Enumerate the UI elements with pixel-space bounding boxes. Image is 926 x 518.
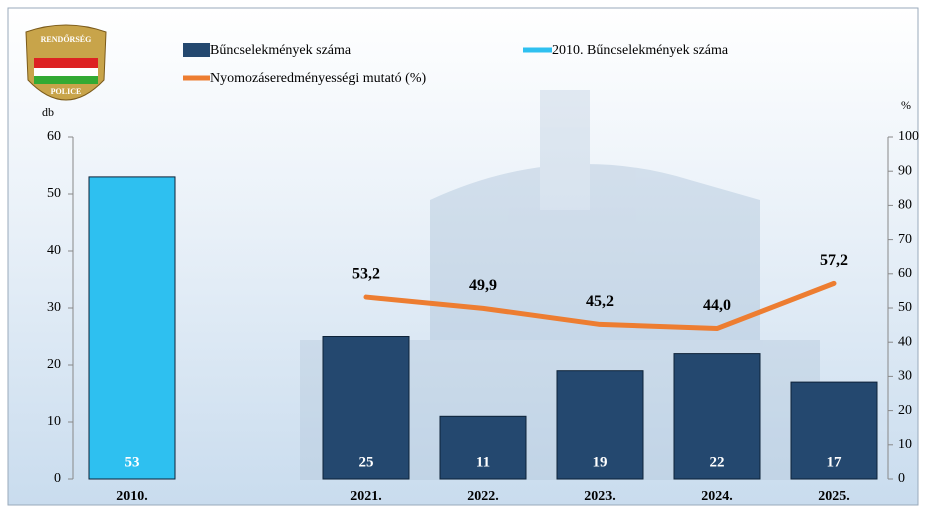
y-tick-label: 20	[47, 357, 61, 372]
x-tick-label: 2021.	[350, 489, 382, 504]
y-tick-label: 60	[47, 129, 61, 144]
bar-value-label: 19	[593, 454, 608, 470]
bar-value-label: 25	[359, 454, 374, 470]
y2-tick-label: 40	[898, 334, 912, 349]
x-tick-label: 2025.	[818, 489, 850, 504]
y2-tick-label: 100	[898, 129, 919, 144]
bar	[439, 415, 527, 480]
logo-text: POLICE	[51, 87, 82, 96]
y2-tick-label: 50	[898, 300, 912, 315]
y2-tick-label: 60	[898, 266, 912, 281]
bar-value-label: 11	[476, 454, 490, 470]
y2-tick-label: 0	[898, 471, 905, 486]
bar-value-label: 53	[125, 454, 140, 470]
line-value-label: 57,2	[820, 252, 848, 269]
x-tick-label: 2023.	[584, 489, 616, 504]
line-value-label: 53,2	[352, 266, 380, 283]
line-value-label: 45,2	[586, 293, 614, 310]
legend-label: 2010. Bűncselekmények száma	[552, 43, 729, 58]
y2-axis-label: %	[901, 98, 911, 112]
legend-label: Nyomozáseredményességi mutató (%)	[210, 71, 426, 86]
y-tick-label: 10	[47, 414, 61, 429]
logo: RENDŐRSÉG POLICE	[25, 24, 107, 101]
y2-tick-label: 90	[898, 163, 912, 178]
y-tick-label: 40	[47, 243, 61, 258]
bar-value-label: 22	[710, 454, 725, 470]
y-axis-label: db	[42, 105, 54, 119]
bar	[322, 336, 410, 480]
legend-label: Bűncselekmények száma	[210, 43, 352, 58]
bar-value-label: 17	[827, 454, 843, 470]
y2-tick-label: 30	[898, 369, 912, 384]
bar	[673, 353, 761, 480]
y-tick-label: 30	[47, 300, 61, 315]
logo-text: RENDŐRSÉG	[41, 34, 92, 44]
y2-tick-label: 10	[898, 437, 912, 452]
y2-tick-label: 70	[898, 232, 912, 247]
line-value-label: 49,9	[469, 277, 497, 294]
x-tick-label: 2022.	[467, 489, 499, 504]
bar	[556, 370, 644, 480]
line-value-label: 44,0	[703, 297, 731, 314]
line	[363, 280, 837, 332]
bar	[790, 381, 878, 480]
legend-swatch	[183, 43, 210, 57]
y-tick-label: 50	[47, 186, 61, 201]
y2-tick-label: 20	[898, 403, 912, 418]
y2-tick-label: 80	[898, 198, 912, 213]
x-tick-label: 2010.	[116, 489, 148, 504]
x-tick-label: 2024.	[701, 489, 733, 504]
y-tick-label: 0	[54, 471, 61, 486]
bar	[88, 176, 176, 480]
